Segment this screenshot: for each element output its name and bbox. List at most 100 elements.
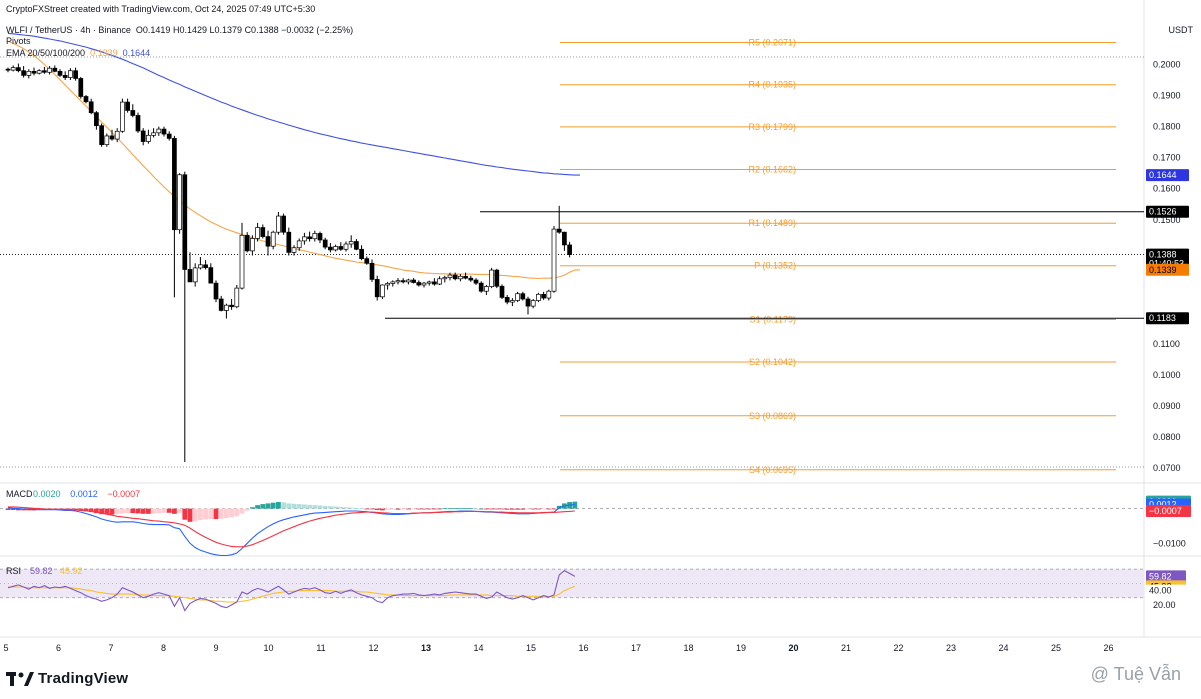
macd-histogram-bar <box>380 508 385 511</box>
currency-label[interactable]: USDT <box>1168 25 1194 35</box>
ema-value-50: 0.1339 <box>90 48 118 58</box>
macd-histogram-bar <box>541 508 546 510</box>
time-axis-tick: 17 <box>631 643 641 653</box>
price-axis-tick: 0.1500 <box>1153 215 1181 225</box>
rsi-axis-tick: 20.00 <box>1153 600 1176 610</box>
pivot-label: P (0.1352) <box>754 261 796 271</box>
macd-histogram-bar <box>551 508 557 510</box>
tradingview-brand: TradingView <box>38 670 129 687</box>
candle-body <box>224 304 229 311</box>
price-axis-tick: 0.0900 <box>1153 401 1181 411</box>
macd-histogram-bar <box>421 508 427 510</box>
time-axis-tick: 15 <box>526 643 536 653</box>
macd-histogram-bar <box>536 508 541 510</box>
candle-body <box>395 280 401 283</box>
pivot-label: S3 (0.0869) <box>749 411 796 421</box>
candle-body <box>250 238 255 252</box>
macd-histogram-bar <box>499 508 505 510</box>
candle-body <box>156 128 162 134</box>
macd-histogram-bar <box>296 504 302 509</box>
candle-body <box>426 281 432 284</box>
macd-histogram-bar <box>458 508 463 510</box>
macd-histogram-bar <box>343 507 349 509</box>
candle-body <box>120 101 125 132</box>
candle-body <box>140 130 146 142</box>
candle-body <box>312 233 318 240</box>
macd-histogram-bar <box>208 508 214 520</box>
macd-histogram-bar <box>198 508 203 521</box>
macd-histogram-bar <box>504 508 510 510</box>
candle-body <box>307 236 312 240</box>
candle-body <box>385 283 390 286</box>
candle-body <box>338 246 344 250</box>
ohlc-change: −0.0032 (−2.25%) <box>281 25 354 35</box>
macd-histogram-bar <box>255 505 260 509</box>
candle-body <box>504 297 510 303</box>
candle-body <box>369 262 375 280</box>
time-axis-tick: 8 <box>161 643 166 653</box>
candle-body <box>177 174 182 231</box>
candle-body <box>525 298 531 307</box>
rsi-legend-ma: 45.92 <box>60 566 83 576</box>
price-axis-tick: 0.1100 <box>1153 339 1180 349</box>
time-axis-tick: 10 <box>263 643 273 653</box>
candle-body <box>333 246 338 251</box>
candle-body <box>411 279 416 283</box>
price-axis-tick: 0.0700 <box>1153 463 1181 473</box>
macd-histogram-bar <box>333 506 338 509</box>
pivot-label: S4 (0.0695) <box>749 465 796 475</box>
candle-body <box>198 264 203 269</box>
macd-histogram-bar <box>88 508 94 513</box>
macd-histogram-bar <box>83 508 89 512</box>
macd-histogram-bar <box>328 506 333 509</box>
ema200-line <box>7 32 580 176</box>
candle-body <box>447 274 453 278</box>
symbol-title[interactable]: WLFI / TetherUS · 4h · Binance <box>6 25 131 35</box>
pivots-legend[interactable]: Pivots <box>6 36 31 46</box>
candle-body <box>68 70 73 78</box>
macd-histogram-bar <box>385 508 390 511</box>
tradingview-logo-icon <box>6 671 34 686</box>
pivot-label: R5 (0.2071) <box>748 37 796 47</box>
candle-body <box>192 267 198 283</box>
candle-body <box>286 231 292 253</box>
macd-histogram-bar <box>302 504 307 509</box>
macd-histogram-bar <box>390 508 396 510</box>
macd-histogram-bar <box>166 508 172 513</box>
price-axis-tick: 0.1000 <box>1153 370 1181 380</box>
candle-body <box>146 134 151 142</box>
candle-body <box>551 228 557 292</box>
time-axis-tick: 18 <box>683 643 693 653</box>
macd-histogram-bar <box>572 501 578 509</box>
candle-body <box>515 293 520 301</box>
candle-body <box>562 231 567 246</box>
candle-body <box>42 70 47 73</box>
time-axis-tick: 13 <box>421 643 431 653</box>
macd-histogram-bar <box>177 508 182 513</box>
macd-axis-label <box>1146 505 1191 518</box>
ohlc-high: H0.1429 <box>172 25 207 35</box>
macd-histogram-bar <box>99 508 104 515</box>
macd-histogram-bar <box>359 508 364 510</box>
price-axis-tick: 0.2000 <box>1153 60 1181 70</box>
macd-histogram-bar <box>229 508 234 518</box>
time-axis-tick: 12 <box>368 643 378 653</box>
tradingview-logo[interactable]: TradingView <box>6 670 128 687</box>
price-axis-tick: 0.1900 <box>1153 91 1181 101</box>
macd-histogram-bar <box>525 508 531 510</box>
candle-body <box>343 243 349 250</box>
candle-body <box>520 293 526 300</box>
candle-body <box>83 96 89 103</box>
candle-body <box>400 280 406 283</box>
created-by-text: CryptoFXStreet created with TradingView.… <box>6 4 316 14</box>
ema-legend[interactable]: EMA 20/50/100/200 0.1339 0.1644 <box>6 48 150 59</box>
candle-body <box>478 282 484 292</box>
candle-body <box>546 290 552 299</box>
price-axis-label <box>1146 248 1189 269</box>
macd-histogram-bar <box>520 508 526 510</box>
candle-body <box>10 67 16 71</box>
candle-body <box>135 115 141 132</box>
macd-histogram-bar <box>234 508 240 517</box>
macd-histogram-bar <box>348 507 354 509</box>
